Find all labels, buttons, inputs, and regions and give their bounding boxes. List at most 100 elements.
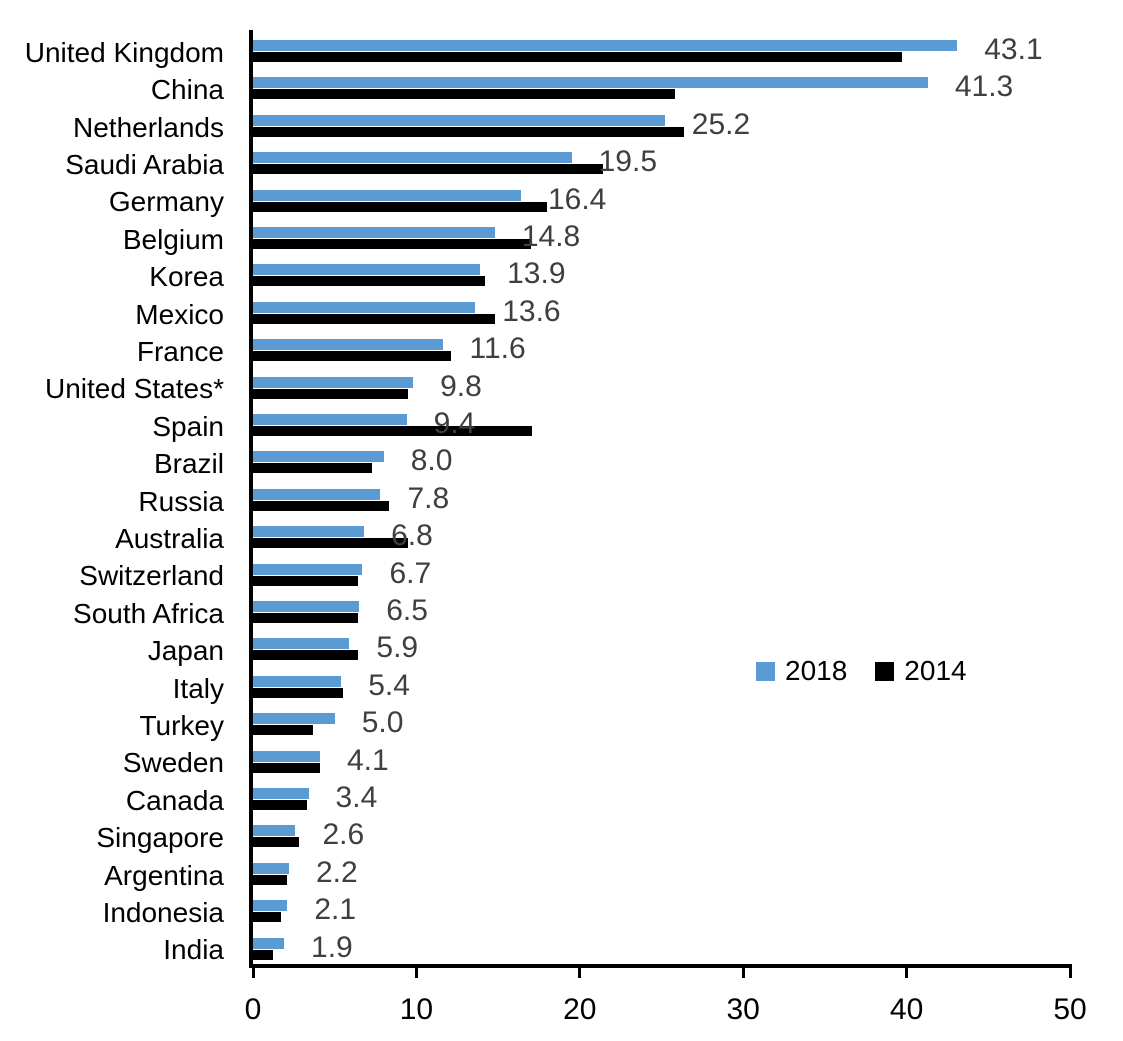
category-label: South Africa [73,597,224,629]
value-label: 6.5 [386,594,428,627]
bar-2018 [253,750,320,762]
legend-label: 2014 [904,655,967,686]
bar-2018 [253,638,350,650]
category-label: Korea [149,261,224,293]
bar-2014 [253,426,533,436]
bar-2014 [253,276,486,287]
bar-2018 [253,862,289,874]
value-label: 6.7 [389,556,432,590]
value-label: 1.9 [311,930,353,964]
bar-2018 [253,114,665,126]
value-label: 9.8 [440,369,482,403]
legend: 2018 2014 [756,654,967,688]
category-label: Turkey [139,709,224,741]
bar-2014 [253,762,320,773]
category-label: Australia [115,522,224,554]
value-label: 2.1 [314,893,357,927]
bar-2014 [253,650,358,661]
category-label: Mexico [135,298,224,330]
value-label: 5.0 [361,706,404,740]
bar-2018 [253,601,360,612]
value-label: 3.4 [335,781,378,814]
value-label: 5.4 [368,668,410,702]
bar-2018 [253,77,928,89]
value-label: 25.2 [691,107,751,141]
bar-2014 [253,463,373,474]
bar-2014 [253,575,358,586]
bar-2018 [253,825,296,837]
y-axis-line [249,30,253,968]
category-label: Russia [138,485,224,517]
bar-2018 [253,788,309,799]
category-label: Netherlands [73,111,224,143]
value-label: 14.8 [521,220,581,253]
category-label: India [163,934,224,966]
value-label: 11.6 [469,332,526,366]
value-label: 9.4 [433,407,476,440]
x-tick-label: 30 [726,993,760,1026]
bar-2018 [253,526,365,538]
x-tick-label: 50 [1053,993,1087,1026]
value-label: 43.1 [984,33,1043,66]
x-axis-tick [414,968,418,978]
value-label: 5.9 [376,631,419,665]
bar-2014 [253,313,495,324]
bar-2018 [253,488,381,500]
bar-2014 [253,613,358,623]
bar-2018 [253,563,363,575]
bar-2018 [253,376,414,388]
value-label: 19.5 [598,145,658,179]
category-label: Spain [152,410,224,442]
bar-2014 [253,126,685,137]
value-label: 8.0 [410,444,453,478]
x-tick-label: 20 [563,993,597,1026]
bar-2014 [253,388,409,399]
value-label: 6.8 [391,519,433,553]
value-label: 13.9 [507,257,566,291]
x-axis-line [249,964,1072,968]
category-label: Brazil [153,448,224,480]
category-label: United States* [45,373,224,405]
bar-2014 [253,687,343,698]
bar-2018 [253,301,476,313]
bar-2018 [253,152,572,164]
category-label: China [150,74,224,106]
legend-swatch-icon [875,661,895,681]
category-label: Sweden [122,747,224,779]
category-label: Saudi Arabia [65,148,224,180]
value-label: 16.4 [547,182,607,216]
value-label: 2.6 [322,818,365,852]
category-label: Japan [147,635,224,667]
bar-2018 [253,937,285,949]
bar-2014 [253,89,675,100]
bar-2018 [253,675,342,687]
category-label: Canada [125,784,224,816]
category-label: Singapore [96,822,224,854]
legend-label: 2018 [785,655,848,686]
x-axis-tick [251,968,255,978]
category-label: Indonesia [102,896,224,928]
bar-2014 [253,874,288,885]
x-tick-label: 0 [244,993,262,1026]
bar-2014 [253,538,409,549]
value-label: 7.8 [407,481,450,515]
bar-2018 [253,339,443,351]
bar-2018 [253,264,481,276]
bar-2014 [253,725,314,736]
value-label: 41.3 [954,70,1014,104]
bar-2018 [253,227,495,238]
category-label: Belgium [122,223,224,255]
category-label: Germany [108,186,224,218]
x-axis-tick [741,968,745,978]
bar-2014 [253,239,531,249]
bar-2018 [253,900,288,912]
bar-2014 [253,164,603,175]
category-label: United Kingdom [24,36,224,68]
category-label: France [136,335,224,367]
bar-2014 [253,52,902,62]
bar-2014 [253,351,451,362]
value-label: 2.2 [315,855,358,889]
legend-item-2018: 2018 [756,655,847,687]
bar-2018 [253,451,384,463]
